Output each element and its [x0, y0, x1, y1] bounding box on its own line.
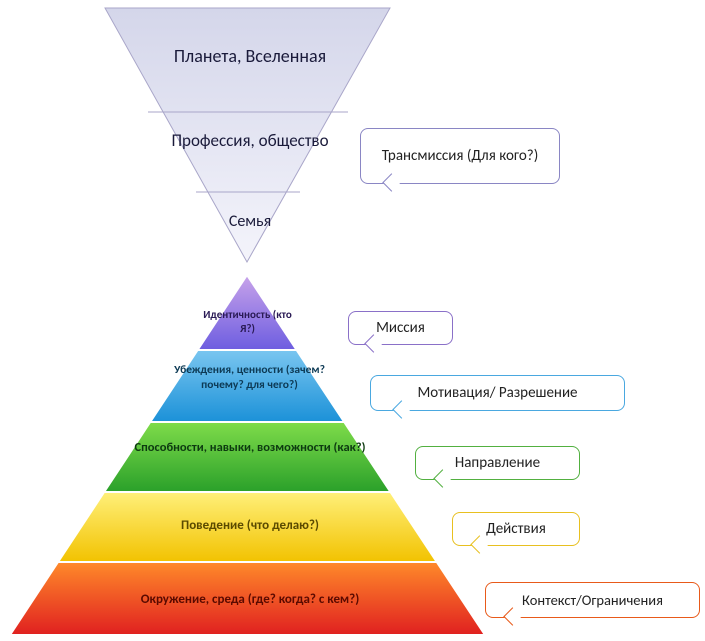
callout-label: Трансмиссия (Для кого?): [382, 147, 539, 166]
callout-label: Мотивация/ Разрешение: [417, 384, 577, 403]
callout-actions: Действия: [452, 512, 580, 546]
callout-label: Миссия: [376, 319, 425, 338]
pyramid-level-behavior: [58, 492, 437, 562]
callout-context: Контекст/Ограничения: [485, 582, 700, 618]
diagram-stage: Планета, ВселеннаяПрофессия, обществоСем…: [0, 0, 705, 641]
callout-mission: Миссия: [348, 311, 453, 345]
callout-direction: Направление: [415, 446, 580, 480]
callout-label: Действия: [486, 520, 546, 539]
callout-label: Контекст/Ограничения: [522, 591, 663, 609]
pyramid-level-identity: [198, 275, 297, 350]
pyramid-level-beliefs: [150, 350, 344, 422]
callout-transmission: Трансмиссия (Для кого?): [360, 128, 560, 184]
top-inverted-triangle: [105, 8, 390, 262]
pyramid-level-abilities: [104, 422, 390, 492]
pyramid-level-environment: [10, 562, 485, 635]
callout-motivation: Мотивация/ Разрешение: [370, 375, 625, 411]
callout-label: Направление: [455, 454, 540, 473]
